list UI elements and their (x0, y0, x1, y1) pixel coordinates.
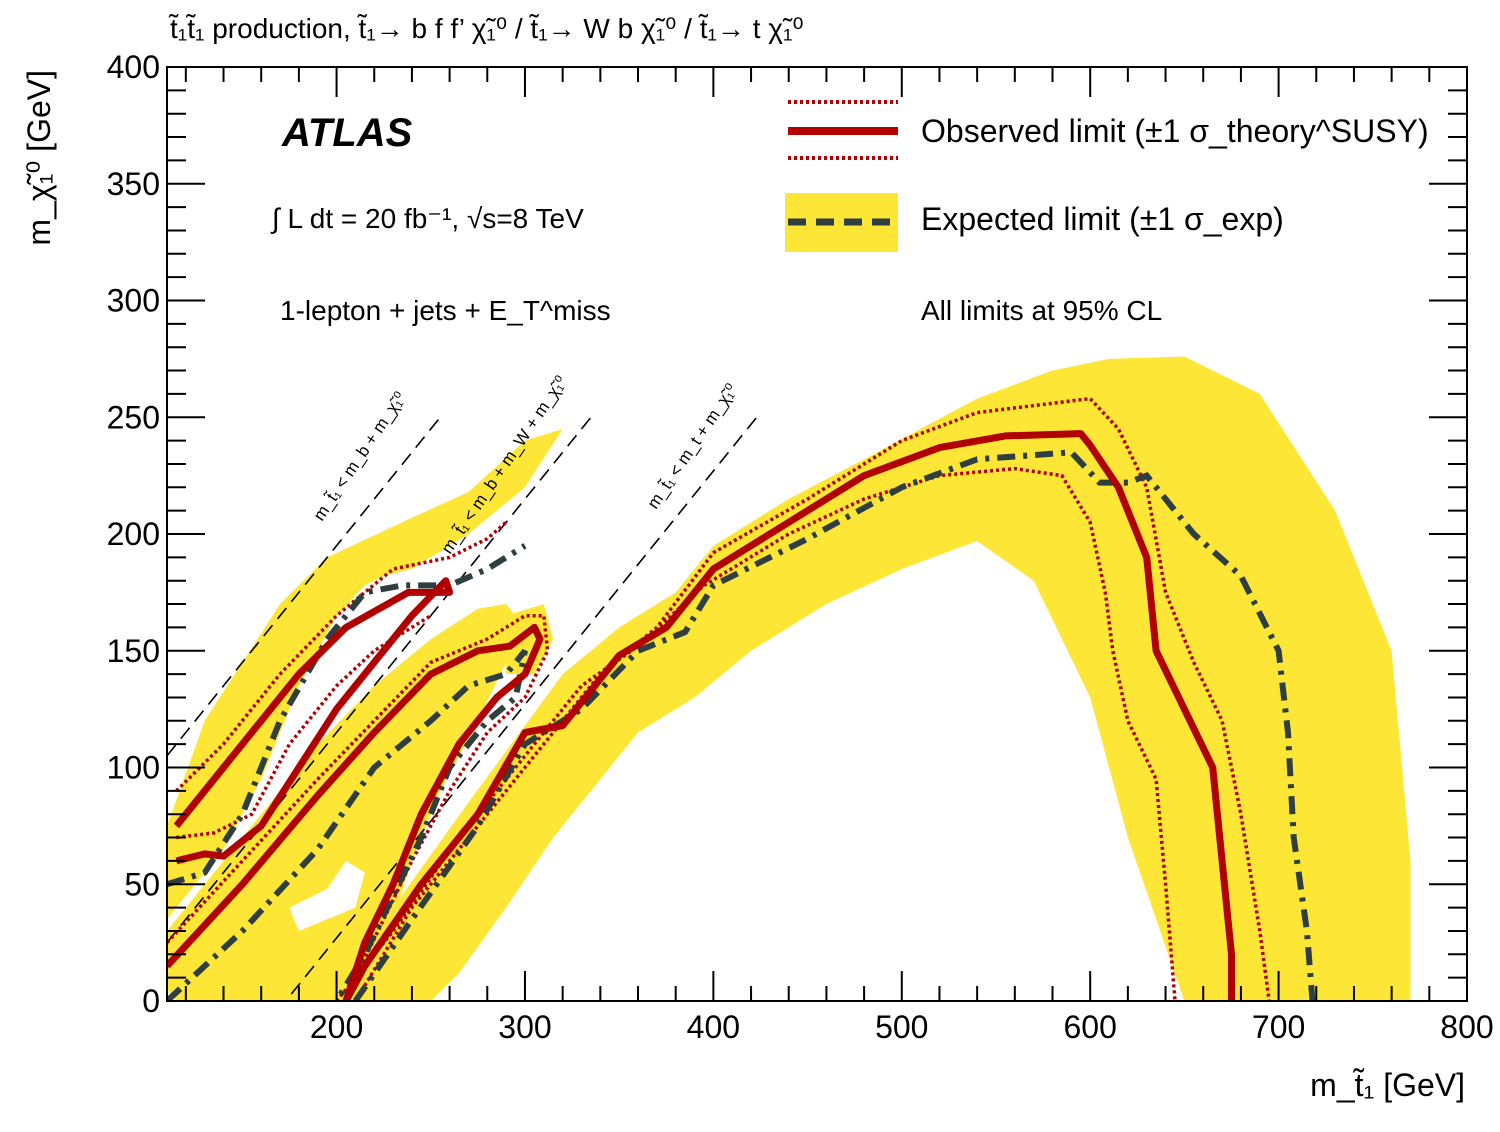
kinematic-boundary-line-1 (167, 416, 592, 944)
y-tick-label: 250 (107, 399, 160, 435)
x-axis-title: m_t̃₁ [GeV] (1310, 1067, 1465, 1103)
band-hole-0 (289, 860, 365, 931)
expected-band-region-1 (167, 604, 525, 1001)
observed-theory-band-line-2 (167, 613, 550, 1001)
expected-limit-line-1 (167, 648, 528, 1001)
luminosity-label: ∫ L dt = 20 fb⁻¹, √s=8 TeV (270, 203, 584, 234)
x-tick-label: 300 (498, 1009, 551, 1045)
y-tick-label: 0 (142, 983, 160, 1019)
expected-limit-line-0 (167, 543, 527, 888)
observed-limit-line-1 (167, 623, 544, 1001)
confidence-level-label: All limits at 95% CL (921, 295, 1162, 326)
channel-label: 1-lepton + jets + E_T^miss (280, 295, 611, 326)
atlas-label: ATLAS (281, 111, 413, 155)
x-tick-label: 400 (687, 1009, 740, 1045)
y-tick-label: 50 (124, 866, 160, 902)
kinematic-boundary-label-1: m_t̃₁ < m_b + m_W + m_χ̃₁⁰ (437, 372, 571, 557)
observed-theory-band-line-1 (176, 614, 432, 840)
observed-theory-band-line-3 (353, 396, 1271, 1001)
y-tick-label: 150 (107, 633, 160, 669)
legend: Observed limit (±1 σ_theory^SUSY) Expect… (785, 100, 1429, 252)
legend-observed-label: Observed limit (±1 σ_theory^SUSY) (921, 113, 1429, 149)
observed-theory-band-line-0 (175, 520, 508, 793)
kinematic-boundary-label-2: m_t̃₁ < m_t + m_χ̃₁⁰ (643, 380, 741, 512)
y-tick-label: 400 (107, 49, 160, 85)
observed-limit-line-0 (173, 577, 454, 865)
x-tick-label: 600 (1063, 1009, 1116, 1045)
limit-contours (167, 396, 1316, 1001)
y-axis-title: m_χ̃₁⁰ [GeV] (21, 70, 57, 246)
kinematic-boundary-label-0: m_t̃₁ < m_b + m_χ̃₁⁰ (309, 388, 410, 524)
y-tick-label: 200 (107, 516, 160, 552)
kinematic-boundary-lines (167, 416, 758, 1001)
expected-band-region-0 (167, 428, 563, 920)
axis-ticks: 200 300 400 500 600 700 800 0 50 100 150 200 250 300 3… (107, 49, 1494, 1045)
kinematic-boundary-line-2 (284, 416, 758, 1001)
y-tick-label: 100 (107, 750, 160, 786)
observed-limit-line-2 (342, 430, 1235, 1001)
x-tick-label: 800 (1440, 1009, 1493, 1045)
y-tick-label: 350 (107, 166, 160, 202)
expected-band-region-3 (336, 356, 1411, 1001)
x-tick-label: 200 (310, 1009, 363, 1045)
kinematic-boundary-line-0 (167, 416, 441, 757)
x-tick-label: 500 (875, 1009, 928, 1045)
x-tick-label: 700 (1252, 1009, 1305, 1045)
chart-title: t̃₁t̃₁ production, t̃₁→ b f f’ χ̃₁⁰ / t̃… (168, 13, 804, 44)
y-tick-label: 300 (107, 283, 160, 319)
legend-expected-label: Expected limit (±1 σ_exp) (921, 201, 1284, 237)
expected-limit-line-2 (352, 449, 1316, 1001)
